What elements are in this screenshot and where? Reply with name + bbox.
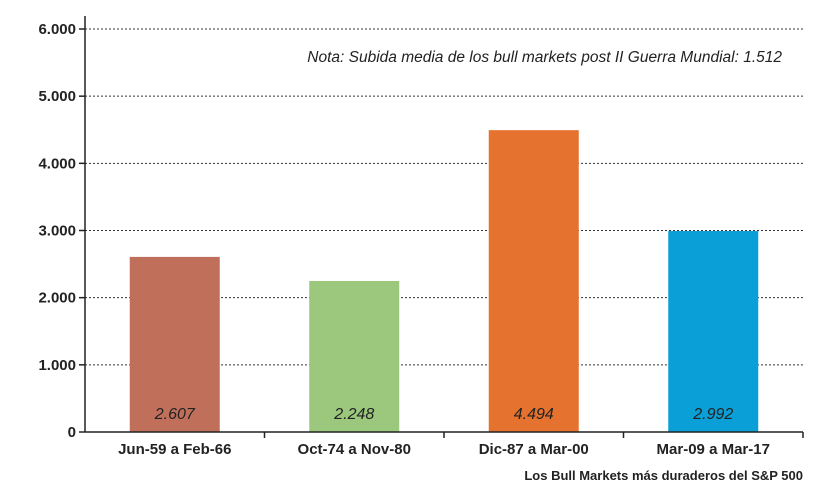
y-tick-label: 2.000 bbox=[38, 290, 76, 307]
y-axis-ticks: 0 1.000 2.000 3.000 4.000 5.000 6.000 bbox=[38, 21, 85, 441]
bar-value-label: 4.494 bbox=[514, 406, 554, 423]
bar-value-label: 2.248 bbox=[333, 406, 374, 423]
y-tick-label: 6.000 bbox=[38, 21, 76, 38]
y-tick-label: 3.000 bbox=[38, 223, 76, 240]
y-tick-label: 1.000 bbox=[38, 357, 76, 374]
chart-note: Nota: Subida media de los bull markets p… bbox=[307, 49, 782, 66]
bar bbox=[129, 256, 220, 432]
bar bbox=[488, 130, 579, 432]
bar-value-label: 2.607 bbox=[154, 406, 196, 423]
x-category-label: Oct-74 a Nov-80 bbox=[298, 441, 411, 458]
x-category-label: Jun-59 a Feb-66 bbox=[118, 441, 231, 458]
chart-footer: Los Bull Markets más duraderos del S&P 5… bbox=[524, 468, 803, 483]
bar bbox=[309, 281, 400, 432]
y-tick-label: 4.000 bbox=[38, 155, 76, 172]
x-axis-categories: Jun-59 a Feb-66 Oct-74 a Nov-80 Dic-87 a M… bbox=[118, 432, 804, 458]
x-category-label: Mar-09 a Mar-17 bbox=[657, 441, 770, 458]
y-tick-label: 0 bbox=[68, 424, 76, 441]
bar bbox=[668, 231, 759, 432]
y-tick-label: 5.000 bbox=[38, 88, 76, 105]
x-category-label: Dic-87 a Mar-00 bbox=[479, 441, 589, 458]
bars: 2.607 2.248 4.494 2.992 bbox=[129, 130, 759, 432]
bar-value-label: 2.992 bbox=[692, 406, 733, 423]
